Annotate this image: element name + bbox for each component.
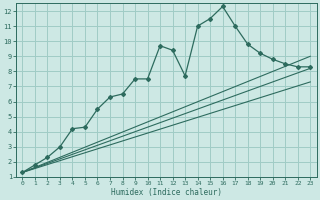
X-axis label: Humidex (Indice chaleur): Humidex (Indice chaleur) — [111, 188, 222, 197]
